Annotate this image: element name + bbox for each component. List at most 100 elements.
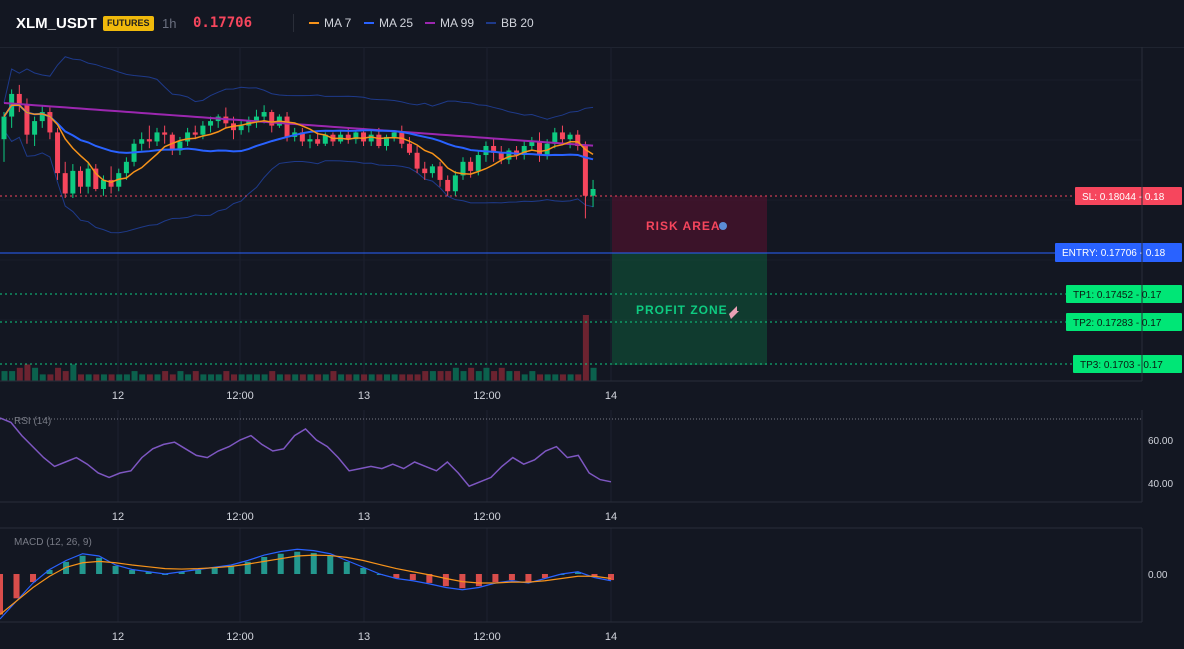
candle-body (406, 143, 412, 153)
volume-bar (16, 367, 23, 381)
macd-histogram-bar (409, 574, 416, 581)
candle-body (391, 132, 397, 137)
volume-bar (154, 374, 161, 381)
time-tick-label: 12 (112, 511, 124, 523)
volume-bar (299, 374, 306, 381)
time-axis-rsi: 12 12:00 13 12:00 14 (112, 511, 617, 523)
legend-ma99-label: MA 99 (440, 16, 475, 30)
macd-histogram-bar (211, 567, 218, 574)
profit-zone-label: PROFIT ZONE (636, 303, 728, 317)
volume-bar (55, 367, 62, 381)
price-grid (0, 47, 1142, 622)
legend-ma99[interactable]: MA 99 (425, 16, 474, 30)
volume-bar (93, 374, 100, 381)
volume-bar (185, 374, 192, 381)
tp1-label-text: TP1: 0.17452 - 0.17 (1073, 290, 1162, 301)
candle-body (123, 161, 129, 174)
tp3-price-label[interactable]: TP3: 0.1703 - 0.17 (1073, 355, 1182, 373)
candle-body (307, 139, 313, 142)
volume-bar (529, 371, 536, 381)
candle-body (429, 166, 435, 174)
candle-body (32, 121, 38, 135)
bb20-swatch-icon (486, 22, 496, 24)
volume-bar (422, 371, 429, 381)
bb-lower-line (3, 129, 594, 234)
chart-header: XLM_USDT FUTURES 1h 0.17706 MA 7 MA 25 M… (0, 0, 1184, 48)
time-tick-label: 12:00 (226, 631, 254, 643)
legend-ma7[interactable]: MA 7 (309, 16, 351, 30)
volume-bar (208, 374, 215, 381)
tp2-price-label[interactable]: TP2: 0.17283 - 0.17 (1066, 313, 1182, 331)
volume-bar (307, 374, 314, 381)
bb-upper-line (3, 56, 594, 120)
volume-bar (177, 371, 184, 381)
rsi-polyline (0, 417, 612, 488)
legend-bb20[interactable]: BB 20 (486, 16, 534, 30)
macd-tick-zero: 0.00 (1148, 570, 1168, 581)
volume-bar (253, 374, 260, 381)
candle-body (269, 112, 275, 126)
macd-label: MACD (12, 26, 9) (14, 537, 92, 548)
candle-body (100, 179, 106, 189)
entry-price-label[interactable]: ENTRY: 0.17706 - 0.18 (1055, 243, 1182, 262)
candle-body (162, 132, 168, 135)
volume-bar (146, 374, 153, 381)
macd-histogram-bar (475, 574, 482, 587)
macd-histogram-bar (112, 565, 119, 574)
candle-body (55, 132, 61, 174)
candle-body (552, 132, 558, 144)
volume-bar (116, 374, 123, 381)
sl-price-label[interactable]: SL: 0.18044 - 0.18 (1075, 187, 1182, 205)
macd-histogram-bar (508, 574, 515, 581)
candle-body (368, 134, 374, 142)
candle-body (146, 139, 152, 142)
candle-body (445, 179, 451, 192)
macd-histogram-bar (228, 565, 235, 574)
candle-body (414, 152, 420, 169)
volume-bar (498, 367, 505, 381)
candle-body (238, 125, 244, 131)
profit-zone (612, 253, 767, 365)
candle-body (47, 112, 53, 133)
volume-bar (391, 374, 398, 381)
timeframe-selector[interactable]: 1h (162, 16, 177, 31)
volume-bar (437, 371, 444, 381)
candle-body (422, 168, 428, 174)
macd-histogram-bar (608, 574, 614, 581)
candlesticks (1, 84, 596, 219)
volume-bar (123, 374, 130, 381)
volume-bar (100, 374, 107, 381)
volume-bar (376, 374, 383, 381)
time-axis-main: 12 12:00 13 12:00 14 (112, 390, 617, 402)
legend-ma25[interactable]: MA 25 (364, 16, 413, 30)
symbol-title[interactable]: XLM_USDT (16, 15, 97, 32)
volume-bar (368, 374, 375, 381)
tp2-label-text: TP2: 0.17283 - 0.17 (1073, 318, 1162, 329)
candle-body (582, 145, 588, 196)
volume-bar (162, 371, 169, 381)
rsi-line (0, 417, 612, 488)
macd-histogram-bar (244, 561, 251, 574)
rsi-tick-40: 40.00 (1148, 479, 1173, 490)
candle-body (93, 168, 99, 189)
volume-bar (429, 371, 436, 381)
candle-body (498, 152, 504, 160)
volume-bar (62, 371, 69, 381)
volume-bar (559, 374, 566, 381)
tp1-price-label[interactable]: TP1: 0.17452 - 0.17 (1066, 285, 1182, 303)
volume-bar (169, 374, 176, 381)
volume-bar (468, 367, 475, 381)
candle-body (590, 188, 596, 196)
ma7-swatch-icon (309, 22, 319, 24)
time-tick-label: 12:00 (226, 511, 254, 523)
candle-body (452, 175, 458, 192)
volume-bar (552, 374, 559, 381)
macd-histogram-bar (178, 571, 185, 574)
volume-bar (414, 374, 421, 381)
rsi-tick-60: 60.00 (1148, 436, 1173, 447)
candle-body (185, 132, 191, 142)
volume-bar (345, 374, 352, 381)
volume-bar (24, 364, 31, 381)
candle-body (139, 139, 145, 144)
